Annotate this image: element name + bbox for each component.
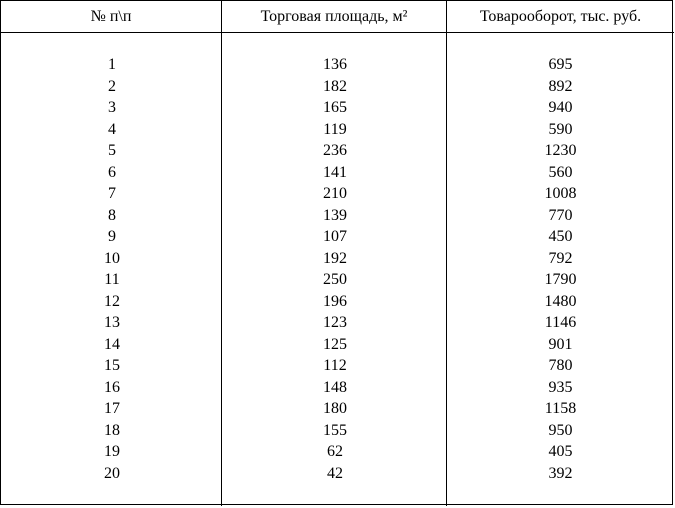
cell-turnover: 950 — [548, 421, 573, 439]
table-row: 15 112 780 — [1, 355, 674, 377]
cell-number: 14 — [104, 335, 120, 353]
table-row: 12 196 1480 — [1, 291, 674, 313]
cell-number: 16 — [104, 378, 120, 396]
cell-turnover: 1146 — [544, 314, 577, 331]
cell-area: 119 — [323, 120, 347, 138]
table-row: 3 165 940 — [1, 97, 674, 119]
cell-area: 123 — [323, 314, 347, 331]
cell-turnover: 590 — [548, 120, 573, 138]
cell-area: 112 — [323, 357, 347, 374]
cell-area: 107 — [323, 228, 347, 245]
cell-number: 20 — [104, 464, 120, 482]
cell-number: 7 — [108, 185, 116, 202]
cell-area: 125 — [323, 335, 347, 353]
cell-turnover: 405 — [548, 443, 573, 460]
table-row: 16 148 935 — [1, 377, 674, 399]
cell-number: 9 — [108, 228, 116, 245]
cell-turnover: 392 — [548, 464, 573, 482]
header-area: Торговая площадь, м² — [260, 8, 408, 25]
table-row: 4 119 590 — [1, 119, 674, 141]
cell-turnover: 940 — [548, 99, 573, 116]
header-turnover: Товарооборот, тыс. руб. — [479, 8, 642, 25]
cell-turnover: 935 — [548, 378, 573, 396]
cell-turnover: 1480 — [544, 292, 577, 310]
cell-area: 62 — [327, 443, 343, 460]
cell-number: 3 — [108, 99, 116, 116]
table-row: 13 123 1146 — [1, 312, 674, 334]
cell-number: 15 — [104, 357, 120, 374]
table-row: 20 42 392 — [1, 463, 674, 485]
table-row: 5 236 1230 — [1, 140, 674, 162]
cell-area: 210 — [323, 185, 347, 202]
cell-number: 11 — [104, 271, 120, 288]
cell-area: 136 — [323, 56, 347, 73]
table-row: 2 182 892 — [1, 76, 674, 98]
cell-number: 17 — [104, 400, 120, 417]
table-row: 19 62 405 — [1, 441, 674, 463]
column-divider — [221, 1, 222, 506]
table-row: 7 210 1008 — [1, 183, 674, 205]
table-row: 17 180 1158 — [1, 398, 674, 420]
cell-turnover: 1790 — [544, 271, 577, 288]
cell-number: 8 — [108, 206, 116, 224]
cell-turnover: 770 — [548, 206, 573, 224]
cell-turnover: 1158 — [544, 400, 577, 417]
cell-turnover: 780 — [548, 357, 573, 374]
cell-area: 192 — [323, 249, 347, 267]
header-divider — [1, 32, 674, 33]
cell-turnover: 792 — [548, 249, 573, 267]
cell-number: 12 — [104, 292, 120, 310]
cell-turnover: 892 — [548, 77, 573, 95]
cell-area: 42 — [327, 464, 343, 482]
table-row: 10 192 792 — [1, 248, 674, 270]
table-body: 1 136 695 2 182 892 3 165 940 4 119 590 5 236 1230 6 141… — [1, 54, 674, 484]
cell-area: 196 — [323, 292, 347, 310]
cell-turnover: 1008 — [544, 185, 577, 202]
table-row: 11 250 1790 — [1, 269, 674, 291]
cell-turnover: 1230 — [544, 142, 577, 159]
table-row: 9 107 450 — [1, 226, 674, 248]
cell-number: 4 — [108, 120, 116, 138]
table-row: 8 139 770 — [1, 205, 674, 227]
cell-area: 165 — [323, 99, 347, 116]
table-row: 18 155 950 — [1, 420, 674, 442]
table-row: 1 136 695 — [1, 54, 674, 76]
cell-area: 139 — [323, 206, 347, 224]
cell-area: 236 — [323, 142, 347, 159]
cell-turnover: 560 — [548, 163, 573, 181]
column-divider — [446, 1, 447, 506]
table-row: 14 125 901 — [1, 334, 674, 356]
cell-number: 2 — [108, 77, 116, 95]
cell-turnover: 695 — [548, 56, 573, 73]
cell-area: 141 — [323, 163, 347, 181]
cell-number: 10 — [104, 249, 120, 267]
cell-area: 182 — [323, 77, 347, 95]
cell-number: 6 — [108, 163, 116, 181]
cell-area: 180 — [323, 400, 347, 417]
cell-number: 18 — [104, 421, 120, 439]
cell-area: 148 — [323, 378, 347, 396]
cell-turnover: 901 — [548, 335, 573, 353]
cell-area: 250 — [323, 271, 347, 288]
header-number: № п\п — [90, 8, 132, 25]
cell-area: 155 — [323, 421, 347, 439]
cell-turnover: 450 — [548, 228, 573, 245]
table-row: 6 141 560 — [1, 162, 674, 184]
cell-number: 1 — [108, 56, 116, 73]
cell-number: 5 — [108, 142, 116, 159]
cell-number: 19 — [104, 443, 120, 460]
cell-number: 13 — [104, 314, 120, 331]
